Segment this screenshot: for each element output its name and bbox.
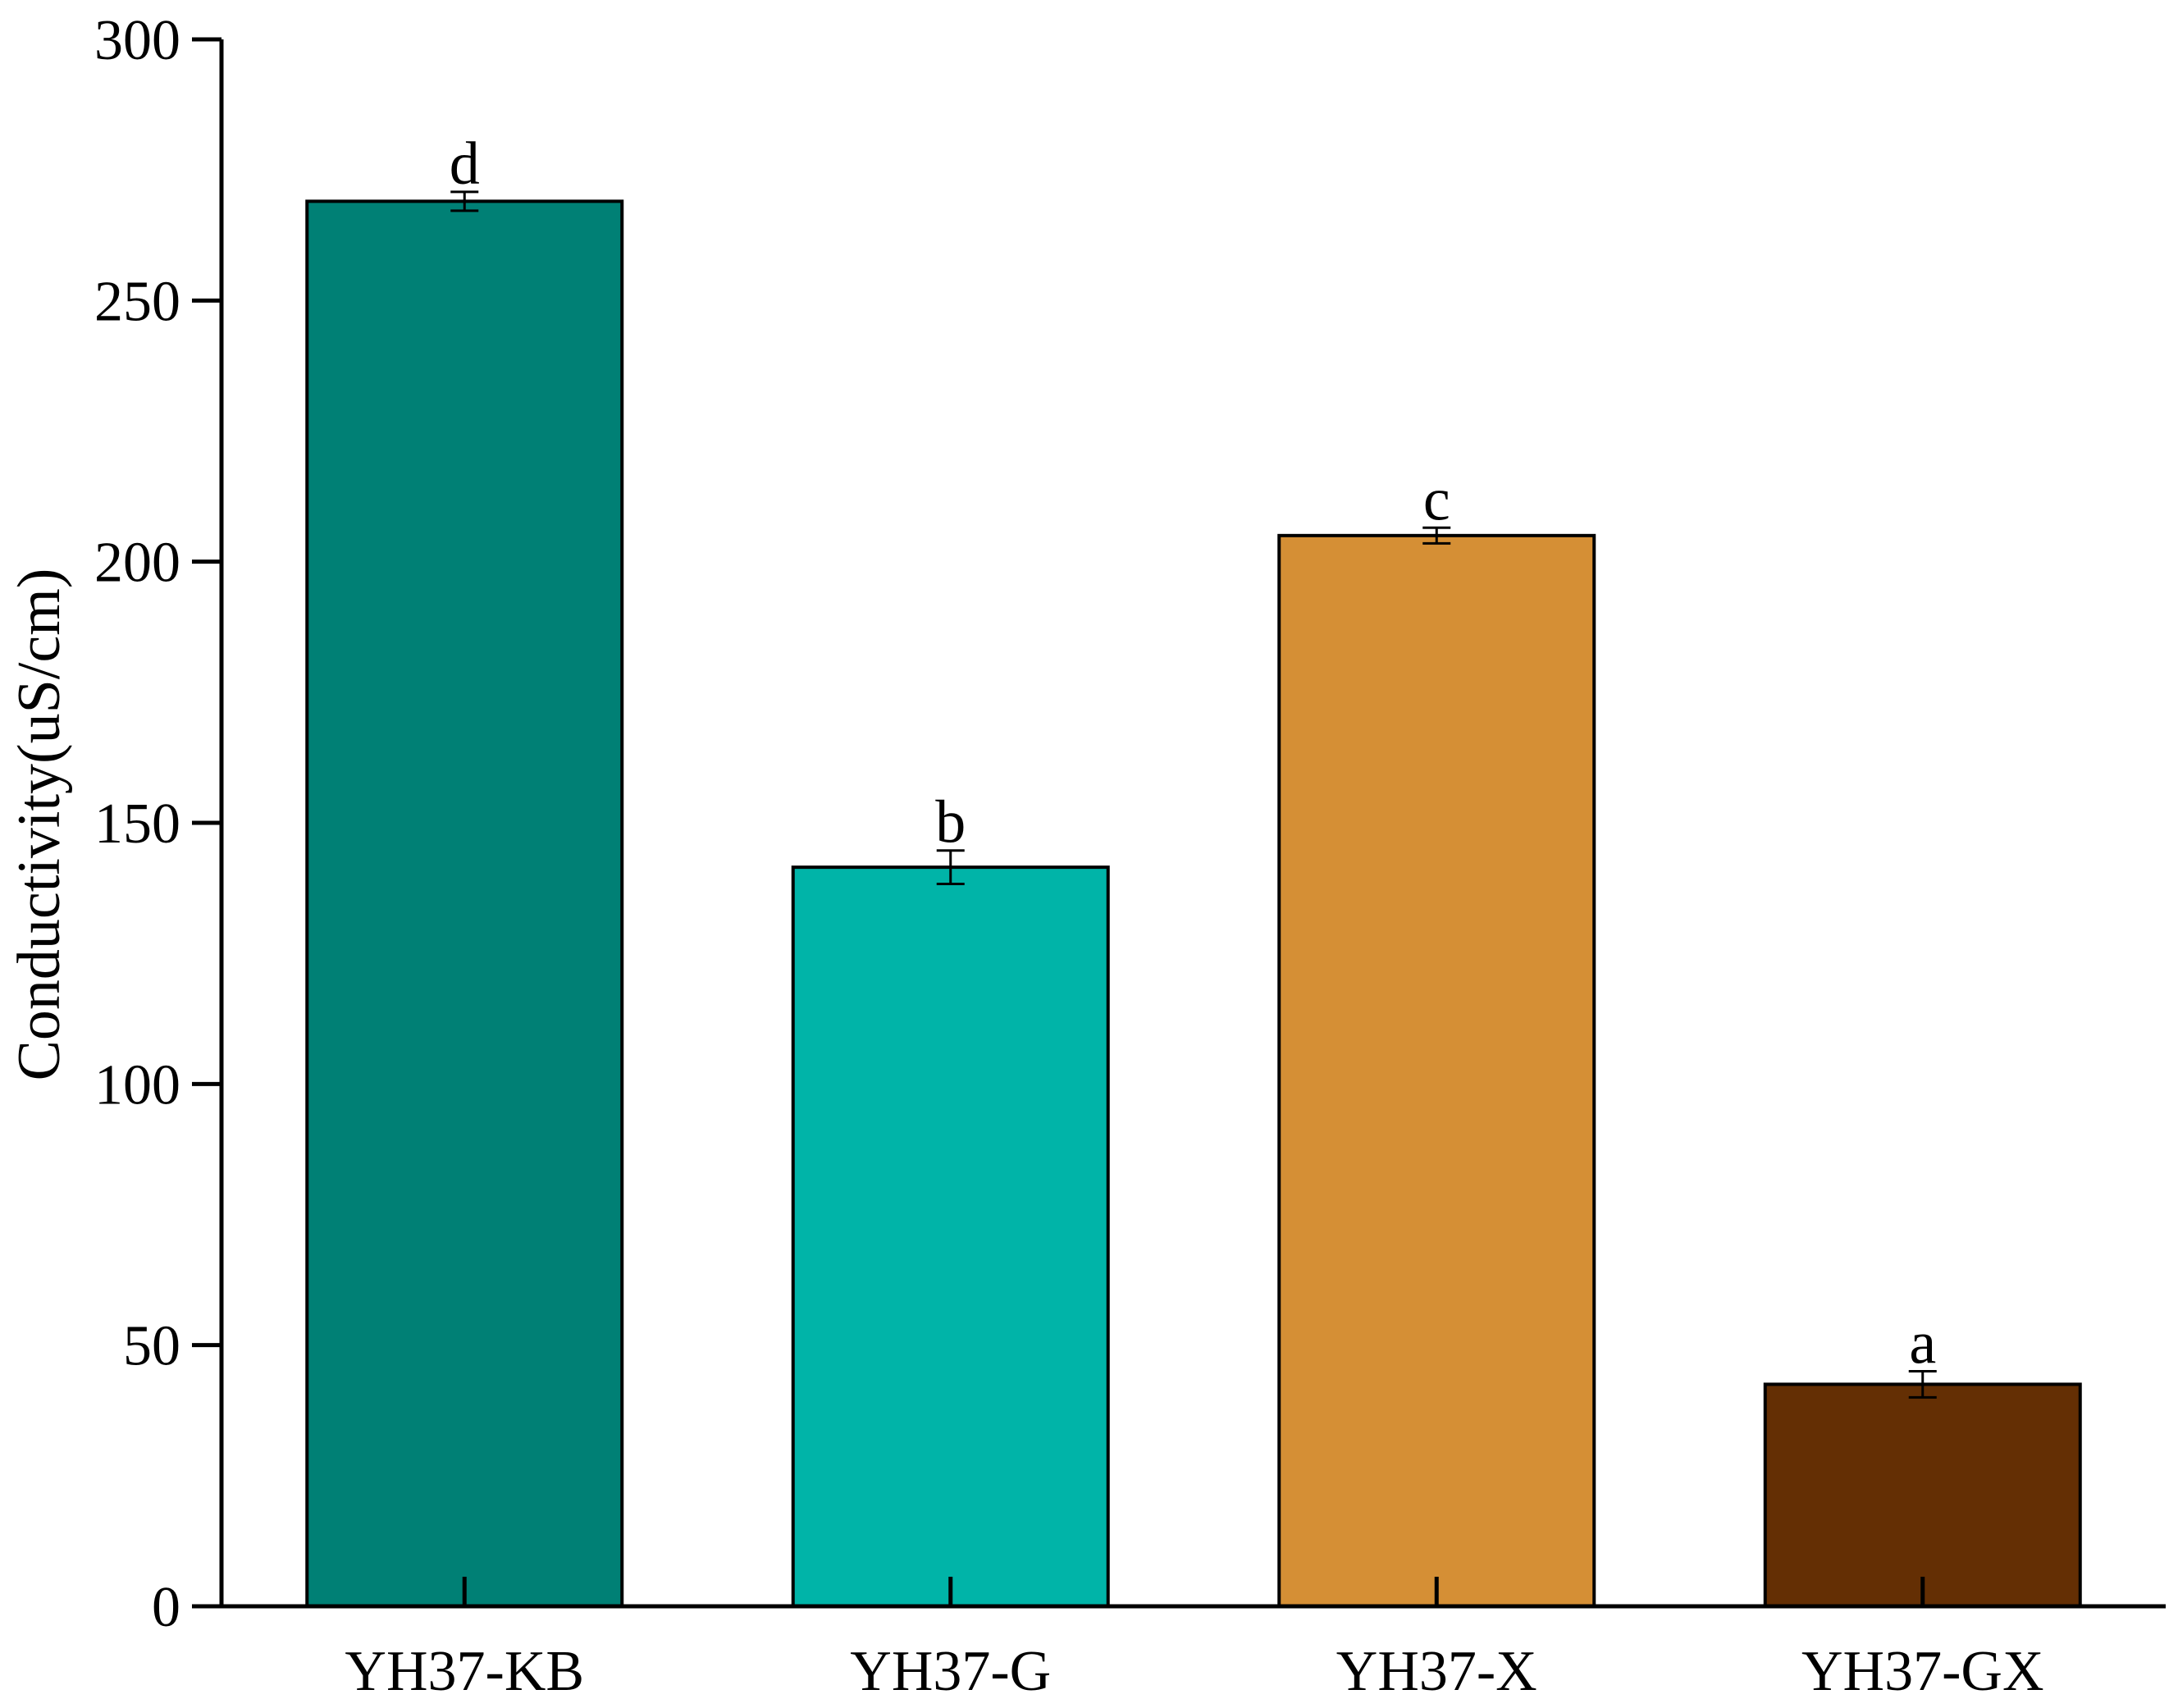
significance-label-yh37-gx: a: [1909, 1310, 1936, 1377]
x-tick-label-yh37-g: YH37-G: [850, 1640, 1051, 1703]
significance-label-yh37-g: b: [935, 789, 966, 856]
significance-labels-layer: d b c a: [450, 130, 1936, 1377]
y-tick-label-150: 150: [94, 792, 180, 856]
bar-yh37-kb: [305, 199, 624, 1608]
y-tick-label-200: 200: [94, 532, 180, 595]
x-tick-label-yh37-kb: YH37-KB: [345, 1640, 584, 1703]
x-tick-label-yh37-x: YH37-X: [1336, 1640, 1537, 1703]
x-tick-label-yh37-gx: YH37-GX: [1801, 1640, 2044, 1703]
y-tick-label-50: 50: [123, 1315, 180, 1378]
bar-yh37-g: [791, 865, 1110, 1609]
y-tick-label-250: 250: [94, 270, 180, 333]
significance-label-yh37-kb: d: [450, 130, 480, 198]
bar-yh37-x: [1277, 533, 1596, 1608]
y-ticks-layer: 0 50 100 150 200 250 300: [94, 9, 221, 1639]
bar-yh37-gx: [1763, 1382, 2082, 1608]
x-labels-layer: YH37-KB YH37-G YH37-X YH37-GX: [345, 1640, 2043, 1703]
y-tick-label-300: 300: [94, 9, 180, 72]
y-tick-label-100: 100: [94, 1053, 180, 1117]
error-bars-layer: [450, 190, 1937, 1399]
y-tick-label-0: 0: [152, 1576, 180, 1639]
y-axis-label: Conductivity(uS/cm): [6, 569, 73, 1081]
bars-layer: [305, 199, 2082, 1609]
significance-label-yh37-x: c: [1423, 466, 1450, 533]
